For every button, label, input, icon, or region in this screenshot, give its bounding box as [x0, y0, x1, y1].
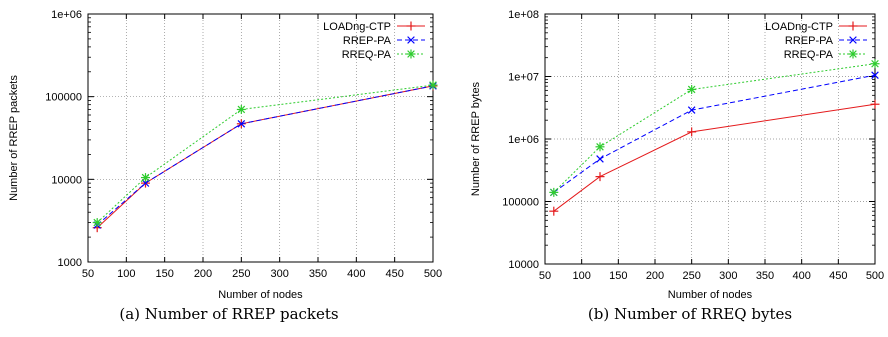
data-point-stroke [237, 105, 246, 114]
data-point-stroke [871, 59, 879, 68]
y-tick-label: 100000 [45, 92, 82, 104]
y-axis-label: Number of RREP packets [8, 75, 20, 201]
data-point [687, 106, 696, 114]
data-point-stroke [687, 106, 696, 114]
legend-marker [849, 36, 857, 44]
legend-marker [406, 21, 416, 31]
legend-label: LOADng-CTP [765, 21, 833, 33]
data-point-stroke [429, 81, 437, 89]
legend-marker-stroke [407, 36, 415, 44]
y-tick-label: 1e+06 [508, 134, 539, 146]
data-point [236, 104, 246, 114]
legend-marker-stroke [849, 36, 857, 44]
legend-label: RREP-PA [785, 35, 834, 47]
x-tick-label: 250 [682, 270, 700, 282]
y-tick-label: 10000 [51, 174, 82, 186]
y-tick-label: 10000 [508, 259, 539, 271]
data-point [595, 142, 605, 152]
x-tick-label: 450 [385, 268, 403, 280]
x-tick-label: 200 [194, 268, 212, 280]
data-point [687, 127, 697, 137]
x-tick-label: 350 [756, 270, 774, 282]
x-tick-label: 50 [82, 268, 94, 280]
series-line-loadng-ctp [96, 85, 434, 229]
data-point-stroke [237, 119, 246, 128]
legend-marker [406, 49, 416, 59]
data-point [141, 173, 150, 183]
data-point-stroke [141, 179, 150, 187]
x-tick-label: 300 [270, 268, 288, 280]
x-tick-label: 100 [572, 270, 590, 282]
data-point [549, 206, 559, 216]
series-line-rreq-pa [96, 84, 434, 223]
data-point [870, 59, 880, 69]
figure-caption: (b) Number of RREQ bytes [588, 305, 792, 323]
legend-label: RREQ-PA [342, 49, 392, 61]
legend-marker [848, 49, 858, 59]
x-tick-label: 300 [719, 270, 737, 282]
y-tick-label: 1e+06 [51, 9, 82, 21]
x-tick-label: 100 [117, 268, 135, 280]
x-tick-label: 350 [309, 268, 327, 280]
y-tick-label: 1000 [58, 257, 82, 269]
legend-marker-stroke [407, 50, 415, 58]
x-tick-label: 400 [347, 268, 365, 280]
data-point-stroke [687, 85, 696, 94]
data-point-stroke [871, 71, 879, 79]
chart-rrep-packets: 50 100 150 200 250 300 350 400 450 500 1000 10000 10… [8, 9, 442, 323]
y-tick-label: 1e+07 [508, 72, 539, 84]
series-line-rrep-pa [553, 74, 876, 193]
y-tick-label: 1e+08 [508, 9, 539, 21]
legend-marker [848, 21, 858, 31]
data-point-stroke [93, 218, 101, 227]
data-point [870, 99, 880, 109]
series-line-rreq-pa [553, 63, 876, 193]
data-point [687, 84, 697, 94]
legend-label: RREQ-PA [784, 49, 834, 61]
x-tick-label: 400 [792, 270, 810, 282]
legend-label: LOADng-CTP [323, 21, 391, 33]
x-axis-label: Number of nodes [668, 289, 753, 301]
data-point [596, 155, 604, 163]
series-line-rrep-pa [96, 85, 434, 226]
data-point [141, 179, 150, 187]
y-axis-label: Number of RREP bytes [470, 81, 482, 196]
x-tick-label: 150 [609, 270, 627, 282]
x-tick-label: 500 [424, 268, 442, 280]
data-point-stroke [596, 143, 604, 151]
plot-frame [87, 13, 434, 263]
data-point-stroke [550, 188, 558, 197]
x-tick-label: 500 [866, 270, 884, 282]
data-point-stroke [141, 173, 150, 182]
data-point [871, 71, 879, 79]
x-tick-label: 250 [232, 268, 250, 280]
legend-label: RREP-PA [343, 35, 392, 47]
legend-marker [407, 36, 415, 44]
chart-rreq-bytes: 50 100 150 200 250 300 350 400 450 500 10000 100000… [470, 9, 884, 323]
data-point [549, 187, 559, 197]
data-point [92, 218, 102, 228]
series-line-loadng-ctp [553, 103, 876, 212]
x-axis-label: Number of nodes [218, 289, 303, 301]
x-tick-label: 450 [829, 270, 847, 282]
data-point [428, 80, 438, 90]
figure-caption: (a) Number of RREP packets [119, 305, 338, 323]
data-point-stroke [596, 155, 604, 163]
x-tick-label: 50 [539, 270, 551, 282]
legend-marker-stroke [849, 50, 857, 58]
x-tick-label: 200 [646, 270, 664, 282]
data-point [237, 119, 246, 128]
x-tick-label: 150 [155, 268, 173, 280]
data-point [595, 172, 605, 182]
y-tick-label: 100000 [502, 197, 539, 209]
